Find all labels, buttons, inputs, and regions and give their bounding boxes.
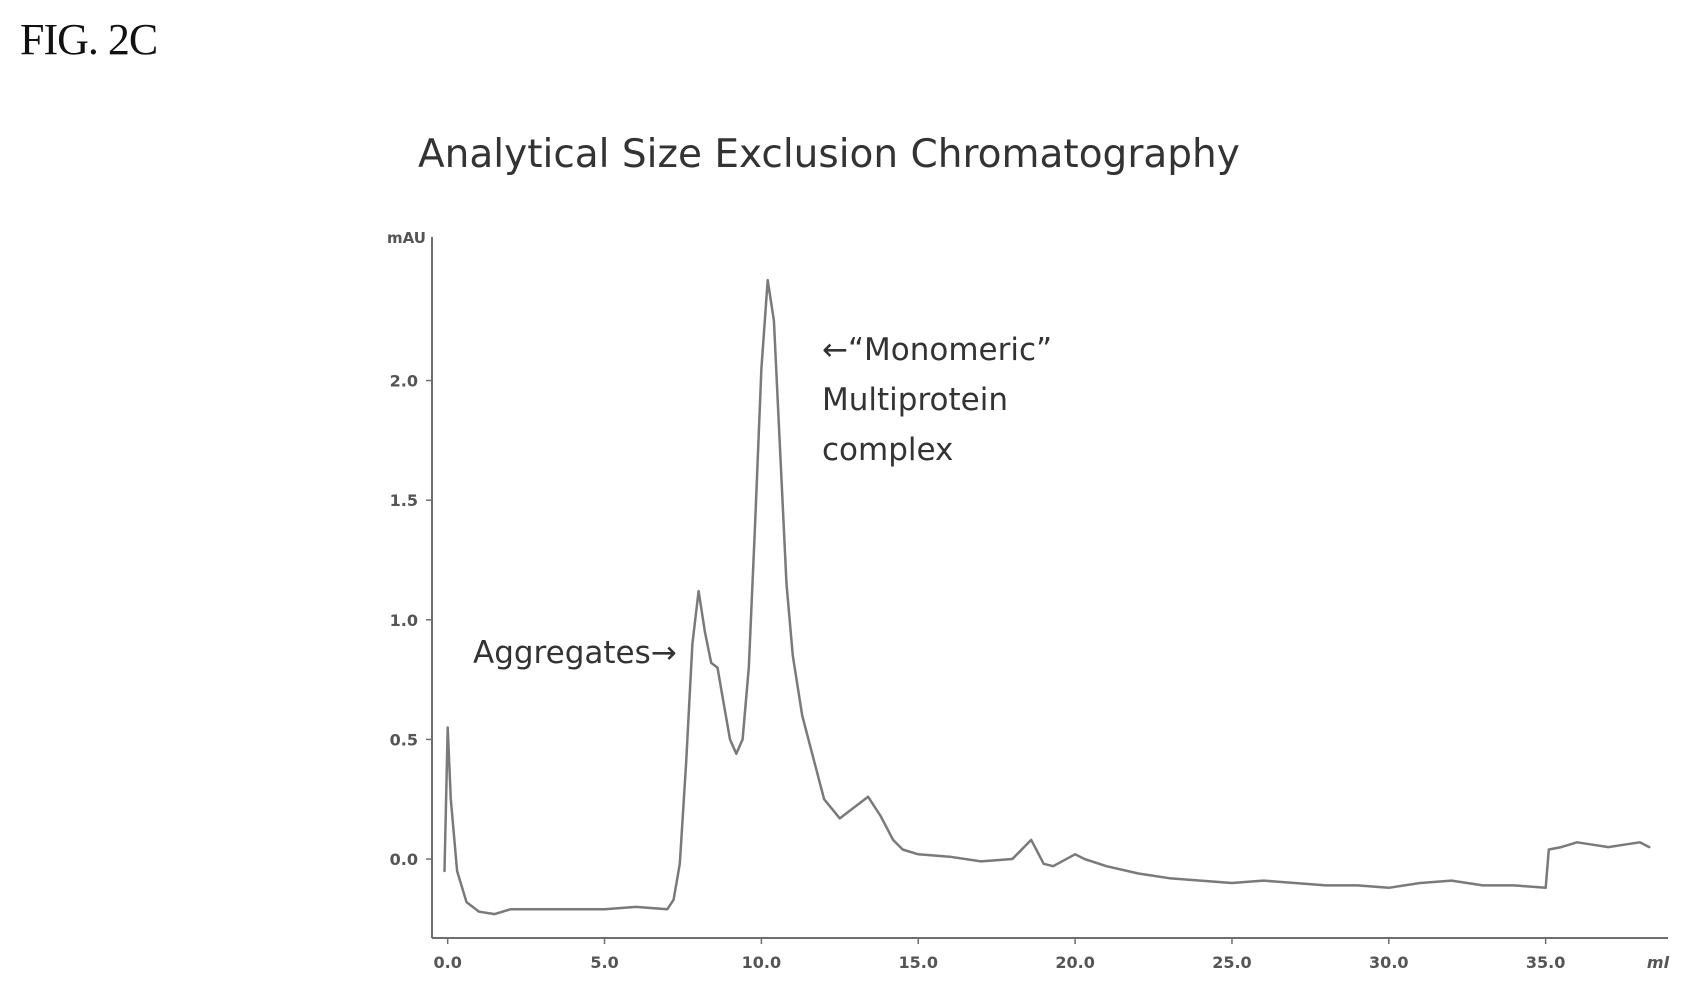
y-tick-label: 1.0: [390, 611, 418, 630]
annotation-monomeric-line-3: complex: [822, 432, 954, 468]
x-axis-label: ml: [1647, 953, 1670, 972]
x-tick-label: 30.0: [1369, 953, 1408, 972]
x-tick-label: 25.0: [1212, 953, 1251, 972]
annotation-aggregates-line: Aggregates→: [473, 635, 677, 671]
y-tick-label: 2.0: [390, 372, 418, 391]
x-tick-label: 35.0: [1526, 953, 1565, 972]
annotation-aggregates: Aggregates→: [473, 628, 677, 678]
chart-title: Analytical Size Exclusion Chromatography: [418, 132, 1240, 177]
y-axis-label: mAU: [387, 229, 426, 247]
x-tick-label: 10.0: [742, 953, 781, 972]
x-tick-label: 15.0: [899, 953, 938, 972]
series-group: [443, 278, 1651, 916]
y-tick-label: 0.5: [390, 730, 418, 749]
tick-group: 0.0 0.5 1.0 1.5 2.0 mAU 0.0 5.0 10.0 15.0 20.0 25.0…: [387, 229, 1670, 972]
figure-label: FIG. 2C: [20, 15, 158, 64]
x-tick-label: 20.0: [1055, 953, 1094, 972]
series-line: [443, 278, 1651, 916]
annotation-monomeric-line-1: ←“Monomeric”: [822, 332, 1053, 368]
x-tick-label: 5.0: [590, 953, 618, 972]
annotation-monomeric: ←“Monomeric” Multiprotein complex: [822, 325, 1052, 475]
x-tick-label: 0.0: [434, 953, 462, 972]
y-tick-label: 1.5: [390, 491, 418, 510]
axes: [431, 237, 1668, 939]
annotation-monomeric-line-2: Multiprotein: [822, 382, 1008, 418]
y-tick-label: 0.0: [390, 850, 418, 869]
